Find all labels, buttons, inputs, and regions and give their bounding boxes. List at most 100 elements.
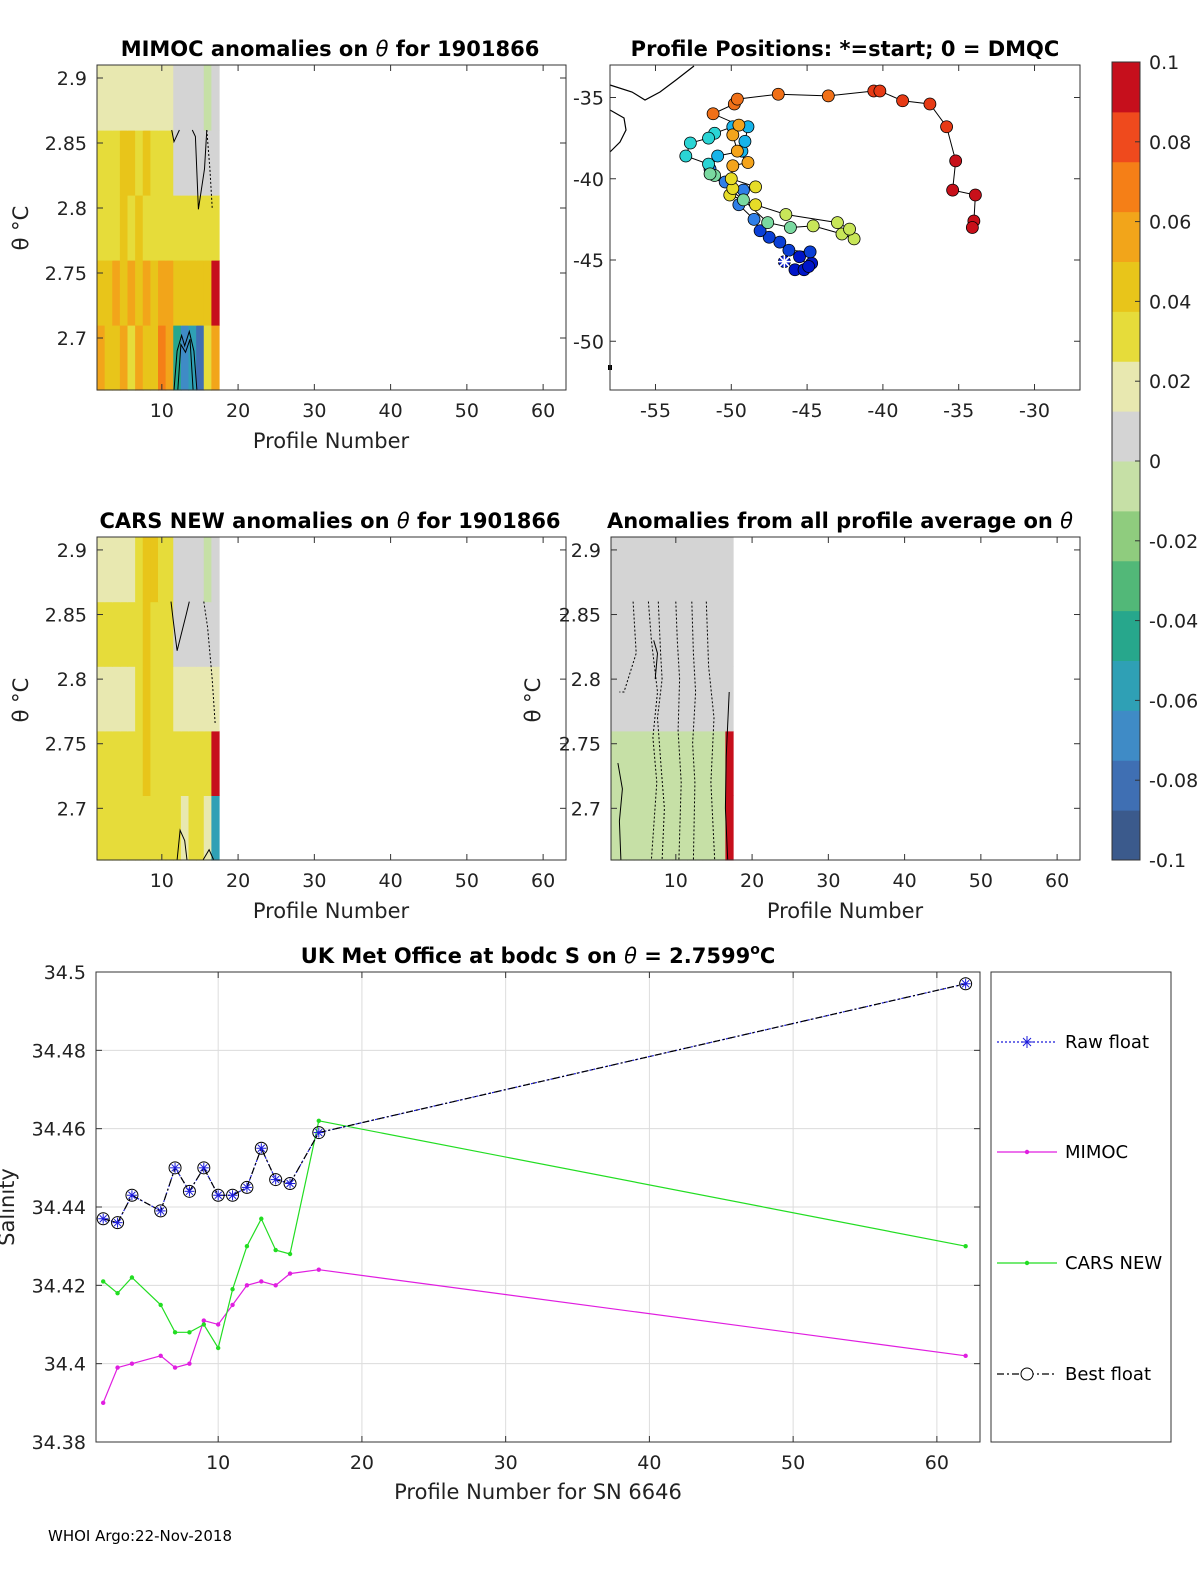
- cars-point: [259, 1216, 264, 1221]
- y-tick-label: 2.9: [57, 540, 87, 562]
- legend-star-stroke: [1022, 1037, 1032, 1047]
- heatmap-cell: [664, 601, 673, 667]
- mimoc-point: [172, 1365, 178, 1370]
- heatmap-cell: [97, 195, 106, 261]
- colorbar-tick-label: 0.06: [1149, 212, 1191, 234]
- heatmap-cell: [717, 537, 726, 603]
- raw-float-star-stroke: [185, 1187, 194, 1196]
- y-tick-label: 2.75: [559, 734, 601, 756]
- raw-float-point: [112, 1217, 123, 1228]
- heatmap-cell: [694, 795, 704, 861]
- heatmap-cell: [180, 537, 190, 603]
- colorbar-tick-label: -0.06: [1149, 690, 1198, 712]
- heatmap-cell: [158, 325, 167, 391]
- best-float-point: [269, 1173, 283, 1187]
- colorbar-segment: [1112, 411, 1140, 462]
- heatmap-cell: [127, 195, 136, 261]
- heatmap-cell: [725, 795, 734, 861]
- heatmap-cell: [119, 730, 129, 796]
- mimoc-point: [230, 1302, 235, 1308]
- raw-float-point: [198, 1162, 209, 1173]
- x-tick-label: 40: [893, 870, 917, 892]
- best-float-point: [254, 1141, 268, 1155]
- contour-line: [656, 601, 665, 861]
- contour-line: [177, 339, 194, 391]
- x-tick-label: -40: [867, 400, 898, 422]
- heatmap-cell: [142, 666, 151, 732]
- heatmap-cell: [112, 795, 121, 861]
- heatmap-cell: [158, 260, 167, 326]
- heatmap-cell: [158, 601, 167, 667]
- heatmap-cell: [165, 325, 174, 391]
- profile-position-marker: [946, 183, 960, 197]
- allavg-contours: [617, 601, 730, 861]
- profile-position-marker: [683, 136, 697, 150]
- heatmap-cell: [633, 537, 643, 603]
- heatmap-cell: [188, 537, 197, 603]
- heatmap-cell: [725, 730, 734, 796]
- heatmap-cell: [196, 65, 205, 131]
- heatmap-cell: [672, 601, 681, 667]
- x-tick-label: 10: [150, 400, 174, 422]
- y-tick-label: -50: [573, 331, 604, 353]
- heatmap-cell: [649, 666, 658, 732]
- heatmap-cell: [687, 537, 696, 603]
- salinity-ylabel: Salinity: [0, 1168, 19, 1246]
- cars-point: [244, 1243, 250, 1249]
- heatmap-cell: [687, 666, 696, 732]
- heatmap-cell: [165, 730, 174, 796]
- best-float-point: [125, 1188, 139, 1202]
- colorbar-tick-label: -0.04: [1149, 611, 1198, 633]
- legend-label: Raw float: [1065, 1032, 1149, 1053]
- y-tick-label: 2.7: [571, 798, 601, 820]
- profile-position-marker: [896, 94, 910, 108]
- heatmap-cell: [626, 666, 635, 732]
- profile-position-marker: [761, 216, 775, 230]
- profile-position-marker: [831, 216, 844, 230]
- heatmap-cell: [180, 195, 190, 261]
- x-tick-label: 40: [637, 1452, 661, 1474]
- heatmap-cell: [203, 537, 212, 603]
- cars-point: [201, 1322, 207, 1327]
- contour-line: [173, 329, 198, 391]
- mimoc-ylabel: θ °C: [9, 206, 33, 251]
- heatmap-cell: [203, 260, 212, 326]
- heatmap-cell: [173, 260, 182, 326]
- heatmap-cell: [679, 666, 688, 732]
- x-tick-label: 30: [816, 870, 840, 892]
- heatmap-cell: [135, 325, 144, 391]
- contour-line: [724, 691, 730, 861]
- heatmap-cell: [165, 195, 174, 261]
- heatmap-cell: [702, 666, 711, 732]
- raw-float-point: [155, 1205, 166, 1216]
- heatmap-cell: [165, 537, 174, 603]
- cars-axes-box: [96, 536, 567, 861]
- best-float-point: [96, 1212, 110, 1226]
- heatmap-cell: [142, 325, 151, 391]
- heatmap-cell: [135, 666, 144, 732]
- heatmap-cell: [211, 730, 220, 796]
- heatmap-cell: [127, 65, 136, 131]
- heatmap-cell: [694, 666, 704, 732]
- best-float-point: [283, 1177, 297, 1190]
- y-tick-label: 34.4: [44, 1354, 86, 1376]
- profile-position-marker: [940, 120, 953, 134]
- heatmap-cell: [196, 601, 205, 667]
- heatmap-cell: [656, 537, 665, 603]
- heatmap-cell: [196, 130, 205, 196]
- heatmap-cell: [679, 601, 688, 667]
- cars-point: [287, 1251, 293, 1257]
- legend-circle-icon: [1020, 1367, 1034, 1381]
- x-tick-label: 50: [781, 1452, 805, 1474]
- heatmap-cell: [694, 537, 704, 603]
- legend-star-icon: [1021, 1036, 1033, 1048]
- profile-position-marker: [730, 92, 744, 106]
- cars-point: [963, 1243, 968, 1249]
- heatmap-cell: [165, 795, 174, 861]
- cars-point: [115, 1290, 120, 1296]
- raw-float-star-stroke: [214, 1191, 223, 1200]
- heatmap-cell: [702, 730, 711, 796]
- x-tick-label: 20: [226, 400, 250, 422]
- raw-float-star-stroke: [228, 1191, 237, 1200]
- profile-position-marker: [749, 180, 762, 194]
